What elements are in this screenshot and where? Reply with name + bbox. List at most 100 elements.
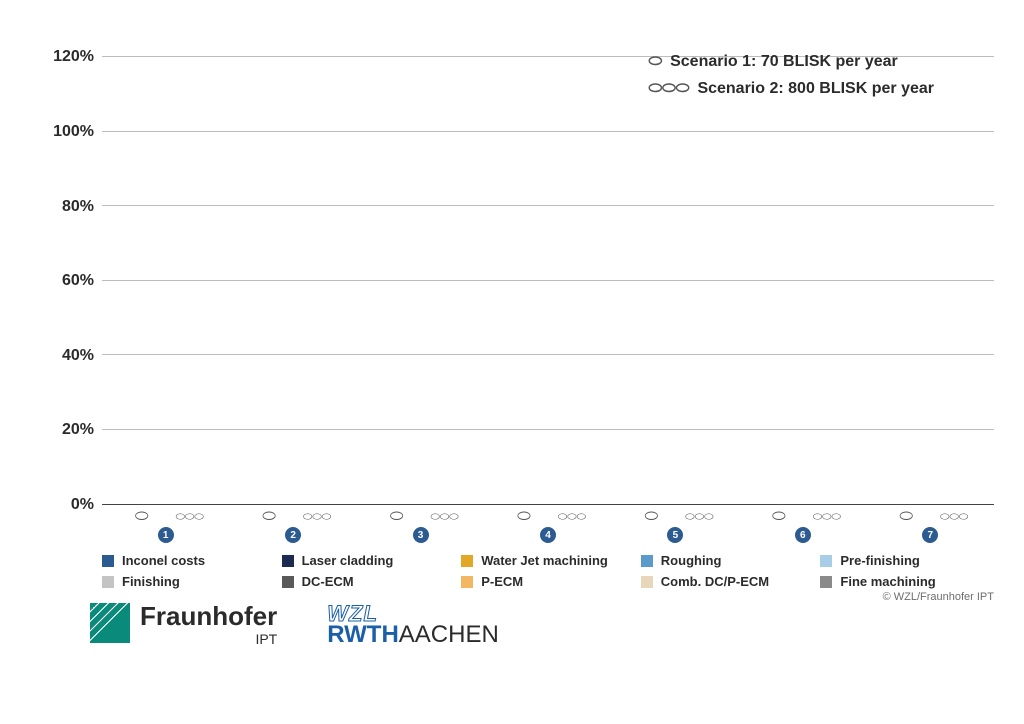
x-axis-icons: ⬭⬭⬭⬭⬭⬭⬭⬭⬭⬭⬭⬭⬭⬭⬭⬭⬭⬭⬭⬭⬭⬭⬭⬭⬭⬭⬭⬭ — [30, 509, 994, 525]
y-tick-label: 80% — [62, 198, 94, 216]
gears-icon: ⬭⬭⬭ — [551, 509, 593, 525]
gear-icon: ⬭ — [648, 48, 662, 75]
plot-area: ⬭ Scenario 1: 70 BLISK per year ⬭⬭⬭ Scenar… — [102, 20, 994, 505]
legend-item-inconel: Inconel costs — [102, 553, 276, 568]
legend-label: P-ECM — [481, 574, 523, 589]
x-icon-group: ⬭⬭⬭⬭ — [357, 509, 484, 525]
legend-label: Roughing — [661, 553, 722, 568]
group-bullet-cell: 1 — [102, 527, 229, 543]
gears-icon: ⬭⬭⬭ — [678, 509, 720, 525]
legend-swatch — [461, 555, 473, 567]
legend-item-comb: Comb. DC/P-ECM — [641, 574, 815, 589]
y-tick-label: 40% — [62, 347, 94, 365]
gears-icon: ⬭⬭⬭ — [169, 509, 211, 525]
legend-item-dcecm: DC-ECM — [282, 574, 456, 589]
legend-item-laser: Laser cladding — [282, 553, 456, 568]
legend-item-waterjet: Water Jet machining — [461, 553, 635, 568]
series-legend: Inconel costs Laser cladding Water Jet mac… — [30, 553, 994, 589]
x-icon-group: ⬭⬭⬭⬭ — [739, 509, 866, 525]
y-tick-label: 60% — [62, 272, 94, 290]
y-tick-label: 100% — [53, 123, 94, 141]
y-axis: 0%20%40%60%80%100%120% — [30, 20, 102, 505]
x-icon-group: ⬭⬭⬭⬭ — [484, 509, 611, 525]
legend-label: Comb. DC/P-ECM — [661, 574, 769, 589]
legend-label: Finishing — [122, 574, 180, 589]
group-bullet-cell: 2 — [229, 527, 356, 543]
gears-icon: ⬭⬭⬭ — [933, 509, 975, 525]
chart-area: 0%20%40%60%80%100%120% ⬭Scenario 1: 70 B… — [30, 20, 994, 505]
group-bullet-cell: 4 — [484, 527, 611, 543]
gears-icon: ⬭⬭⬭ — [648, 75, 689, 102]
legend-swatch — [282, 576, 294, 588]
scenario-2-label: Scenario 2: 800 BLISK per year — [697, 75, 934, 102]
legend-swatch — [282, 555, 294, 567]
gears-icon: ⬭⬭⬭ — [296, 509, 338, 525]
group-bullet: 6 — [795, 527, 811, 543]
group-bullet: 1 — [158, 527, 174, 543]
fraunhofer-logo: Fraunhofer IPT — [90, 603, 277, 647]
gridline — [102, 429, 994, 430]
gridline — [102, 280, 994, 281]
legend-item-finishing: Finishing — [102, 574, 276, 589]
legend-label: Pre-finishing — [840, 553, 919, 568]
x-axis-bullets: 1 2 3 4 5 6 7 — [30, 527, 994, 543]
y-tick-label: 120% — [53, 48, 94, 66]
bar-group — [106, 20, 232, 504]
x-icon-group: ⬭⬭⬭⬭ — [612, 509, 739, 525]
scenario-legend: ⬭ Scenario 1: 70 BLISK per year ⬭⬭⬭ Scenar… — [648, 48, 934, 102]
legend-swatch — [641, 555, 653, 567]
fraunhofer-sub: IPT — [140, 631, 277, 647]
gear-icon: ⬭ — [503, 509, 545, 525]
gridline — [102, 205, 994, 206]
gears-icon: ⬭⬭⬭ — [806, 509, 848, 525]
legend-item-pecm: P-ECM — [461, 574, 635, 589]
rwth-logo: WZL RWTHAACHEN — [327, 604, 499, 645]
gear-icon: ⬭ — [121, 509, 163, 525]
x-icon-group: ⬭⬭⬭⬭ — [229, 509, 356, 525]
legend-item-prefinish: Pre-finishing — [820, 553, 994, 568]
legend-item-finemach: Fine machining — [820, 574, 994, 589]
footer: © WZL/Fraunhofer IPT Fraunhofer IPT WZL … — [30, 603, 994, 647]
bar-group — [359, 20, 485, 504]
group-bullet-cell: 6 — [739, 527, 866, 543]
legend-label: Fine machining — [840, 574, 935, 589]
legend-swatch — [641, 576, 653, 588]
bar-group — [485, 20, 611, 504]
legend-swatch — [461, 576, 473, 588]
legend-label: Water Jet machining — [481, 553, 608, 568]
legend-swatch — [102, 576, 114, 588]
legend-swatch — [820, 576, 832, 588]
scenario-1-label: Scenario 1: 70 BLISK per year — [670, 48, 898, 75]
legend-label: Inconel costs — [122, 553, 205, 568]
group-bullet: 2 — [285, 527, 301, 543]
legend-label: DC-ECM — [302, 574, 354, 589]
gear-icon: ⬭ — [885, 509, 927, 525]
gridline — [102, 354, 994, 355]
legend-item-roughing: Roughing — [641, 553, 815, 568]
group-bullet: 4 — [540, 527, 556, 543]
aachen-text: AACHEN — [399, 621, 499, 648]
legend-label: Laser cladding — [302, 553, 394, 568]
legend-swatch — [102, 555, 114, 567]
x-icon-group: ⬭⬭⬭⬭ — [102, 509, 229, 525]
copyright-text: © WZL/Fraunhofer IPT — [883, 591, 994, 603]
gear-icon: ⬭ — [248, 509, 290, 525]
gear-icon: ⬭ — [630, 509, 672, 525]
group-bullet: 7 — [922, 527, 938, 543]
y-tick-label: 20% — [62, 421, 94, 439]
y-tick-label: 0% — [71, 496, 94, 514]
gears-icon: ⬭⬭⬭ — [424, 509, 466, 525]
gear-icon: ⬭ — [758, 509, 800, 525]
rwth-text: RWTH — [327, 621, 399, 648]
bar-group — [232, 20, 358, 504]
group-bullet-cell: 7 — [867, 527, 994, 543]
gridline — [102, 131, 994, 132]
group-bullet-cell: 5 — [612, 527, 739, 543]
group-bullet: 5 — [667, 527, 683, 543]
group-bullet-cell: 3 — [357, 527, 484, 543]
x-icon-group: ⬭⬭⬭⬭ — [867, 509, 994, 525]
legend-swatch — [820, 555, 832, 567]
gear-icon: ⬭ — [376, 509, 418, 525]
group-bullet: 3 — [413, 527, 429, 543]
fraunhofer-text: Fraunhofer — [140, 603, 277, 629]
